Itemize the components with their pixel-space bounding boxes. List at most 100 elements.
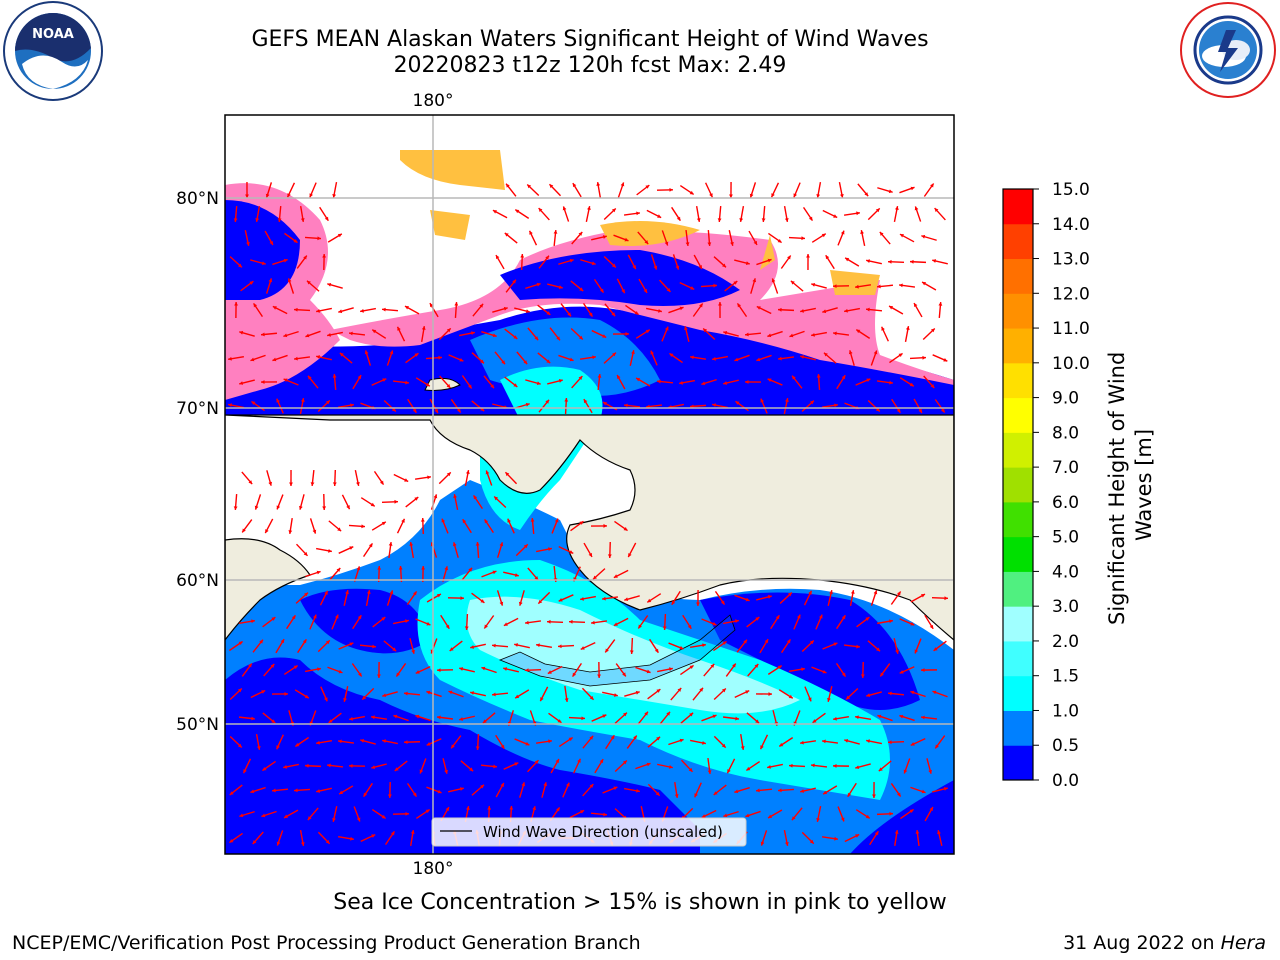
wave-direction-arrowhead <box>810 400 814 405</box>
wave-direction-arrowhead <box>415 714 420 719</box>
wave-direction-arrowhead <box>921 668 925 672</box>
wave-direction-arrowhead <box>338 739 342 744</box>
wave-direction-arrowhead <box>332 374 337 378</box>
wave-direction-arrowhead <box>909 809 914 814</box>
wave-direction-arrowhead <box>679 738 684 743</box>
wave-direction-arrowhead <box>833 764 837 768</box>
wave-direction-arrowhead <box>662 626 667 630</box>
wave-direction-arrowhead <box>809 839 814 844</box>
colorbar-swatch <box>1003 223 1033 260</box>
wave-direction-arrowhead <box>889 306 894 310</box>
wave-direction-arrowhead <box>607 554 612 558</box>
wave-direction-arrowhead <box>910 186 915 191</box>
wave-direction-arrowhead <box>674 794 679 798</box>
wave-direction-arrowhead <box>914 303 918 308</box>
wave-direction-arrowhead <box>451 744 455 749</box>
wave-direction-arrowhead <box>669 667 673 671</box>
wave-direction-arrowhead <box>856 644 860 649</box>
wave-direction-arrowhead <box>558 598 563 602</box>
wave-direction-arrowhead <box>473 495 478 500</box>
wave-direction-arrowhead <box>370 502 375 507</box>
wave-direction-arrowhead <box>840 817 845 822</box>
wave-direction-arrowhead <box>808 590 812 595</box>
wave-direction-arrowhead <box>294 356 298 361</box>
wave-direction-arrowhead <box>316 789 321 793</box>
wave-direction-arrowhead <box>558 644 562 649</box>
wave-direction-arrowhead <box>768 692 772 696</box>
wave-direction-arrowhead <box>932 690 937 695</box>
wave-direction-arrowhead <box>492 210 497 214</box>
wave-direction-arrowhead <box>390 831 395 836</box>
wave-direction-arrowhead <box>520 254 525 258</box>
wave-direction-arrowhead <box>310 482 315 486</box>
wave-direction-arrowhead <box>538 208 543 212</box>
wave-direction-arrowhead <box>364 350 369 355</box>
wave-direction-arrowhead <box>921 715 925 720</box>
wave-direction-arrowhead <box>786 639 791 644</box>
wave-direction-arrowhead <box>449 647 454 651</box>
wave-direction-arrowhead <box>928 769 933 774</box>
wave-direction-arrowhead <box>833 214 838 218</box>
wave-direction-arrowhead <box>484 624 488 629</box>
wave-direction-arrowhead <box>438 355 442 360</box>
wave-direction-arrowhead <box>690 355 694 360</box>
wave-direction-arrowhead <box>426 621 431 626</box>
wave-direction-arrowhead <box>592 355 596 360</box>
wave-direction-arrowhead <box>745 261 750 265</box>
wave-direction-arrowhead <box>437 789 442 794</box>
wave-direction-arrowhead <box>239 813 244 818</box>
wave-direction-arrowhead <box>800 789 805 793</box>
sea-ice <box>400 150 505 190</box>
wave-direction-arrowhead <box>829 590 833 595</box>
wave-direction-arrowhead <box>628 553 632 558</box>
wave-direction-arrowhead <box>325 400 330 405</box>
wave-direction-arrowhead <box>771 278 776 283</box>
wave-direction-arrowhead <box>360 308 364 313</box>
wave-direction-arrowhead <box>503 306 508 311</box>
wave-direction-arrowhead <box>371 834 376 838</box>
wave-direction-arrowhead <box>761 218 766 222</box>
wave-direction-arrowhead <box>722 641 727 645</box>
wave-direction-arrowhead <box>597 674 601 678</box>
wave-direction-arrowhead <box>666 711 671 716</box>
wave-direction-arrowhead <box>676 216 681 221</box>
wave-direction-arrowhead <box>269 240 273 245</box>
wave-direction-arrowhead <box>698 265 702 270</box>
wave-direction-arrowhead <box>302 639 307 644</box>
wave-direction-arrowhead <box>513 383 518 387</box>
wave-direction-arrowhead <box>785 842 789 846</box>
wave-direction-arrowhead <box>272 788 276 793</box>
wave-direction-arrowhead <box>578 335 583 340</box>
wave-direction-arrowhead <box>304 694 309 699</box>
wave-direction-arrowhead <box>459 787 464 791</box>
wave-direction-arrowhead <box>547 619 551 624</box>
wave-direction-arrowhead <box>500 744 505 749</box>
wave-direction-arrowhead <box>580 596 584 601</box>
wave-direction-arrowhead <box>631 350 635 355</box>
wave-direction-arrowhead <box>723 330 728 335</box>
wave-direction-arrowhead <box>377 674 381 678</box>
wave-direction-arrowhead <box>850 590 855 594</box>
wave-direction-arrowhead <box>844 739 849 743</box>
wave-direction-arrowhead <box>895 649 899 654</box>
wave-direction-arrowhead <box>444 566 449 571</box>
wave-direction-arrowhead <box>654 648 659 653</box>
wave-direction-arrowhead <box>760 398 765 403</box>
wave-direction-arrowhead <box>480 784 485 789</box>
wave-direction-arrowhead <box>644 240 649 245</box>
wave-direction-arrowhead <box>577 758 581 763</box>
wave-direction-arrowhead <box>538 599 543 604</box>
wave-direction-arrowhead <box>910 690 915 695</box>
wave-direction-arrowhead <box>371 715 375 720</box>
wave-direction-arrowhead <box>514 573 519 577</box>
colorbar-swatch <box>1003 640 1033 677</box>
wave-direction-arrowhead <box>801 667 805 672</box>
wave-direction-arrowhead <box>534 576 539 581</box>
wave-direction-arrowhead <box>935 744 939 749</box>
lat-tick-label: 80°N <box>176 189 219 209</box>
noaa-logo: NOAA <box>3 1 103 101</box>
wave-direction-arrowhead <box>707 242 712 246</box>
wave-direction-arrowhead <box>512 279 516 284</box>
wave-direction-arrowhead <box>316 308 320 313</box>
wave-direction-arrowhead <box>755 719 760 724</box>
